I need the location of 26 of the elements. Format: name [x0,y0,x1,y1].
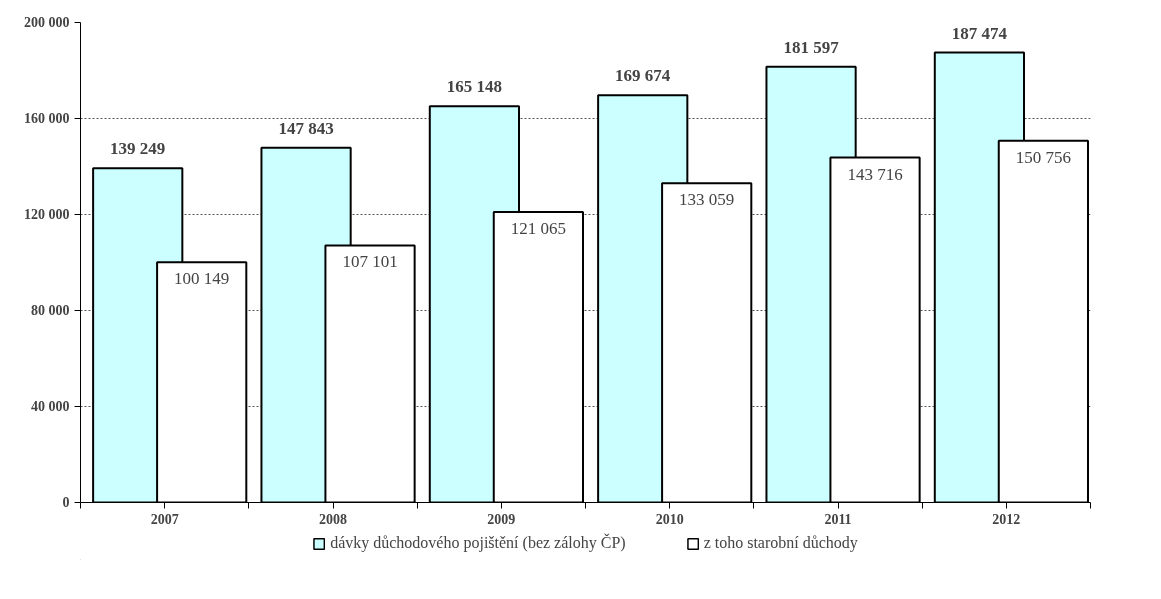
y-tick-label: 120 000 [24,207,70,222]
y-tick-label: 40 000 [31,399,70,414]
data-label: 147 843 [278,118,334,138]
x-tick-label: 2010 [655,511,684,527]
legend-label: dávky důchodového pojištění (bez zálohy ČP) [330,534,626,552]
y-tick-label: 160 000 [24,111,70,126]
data-label: 133 059 [679,190,735,210]
x-tick-label: 2007 [150,511,179,527]
data-label: 139 249 [110,139,166,159]
y-tick-label: 200 000 [24,15,70,30]
data-label: 165 148 [446,77,503,97]
data-label: 143 716 [847,164,903,184]
data-label: 121 065 [510,218,566,238]
legend-label: z toho starobní důchody [703,534,858,552]
data-label: 169 674 [615,66,671,86]
y-tick-label: 0 [62,495,70,510]
x-tick-label: 2009 [487,511,516,527]
data-label: 150 756 [1015,147,1071,167]
x-tick-label: 2012 [992,511,1021,527]
data-label: 107 101 [342,252,398,272]
y-tick-label: 80 000 [31,303,70,318]
data-label: 181 597 [783,37,840,57]
x-tick-label: 2008 [319,511,347,527]
x-tick-label: 2011 [824,511,852,527]
data-label: 100 149 [174,269,230,289]
data-label: 187 474 [951,23,1008,43]
